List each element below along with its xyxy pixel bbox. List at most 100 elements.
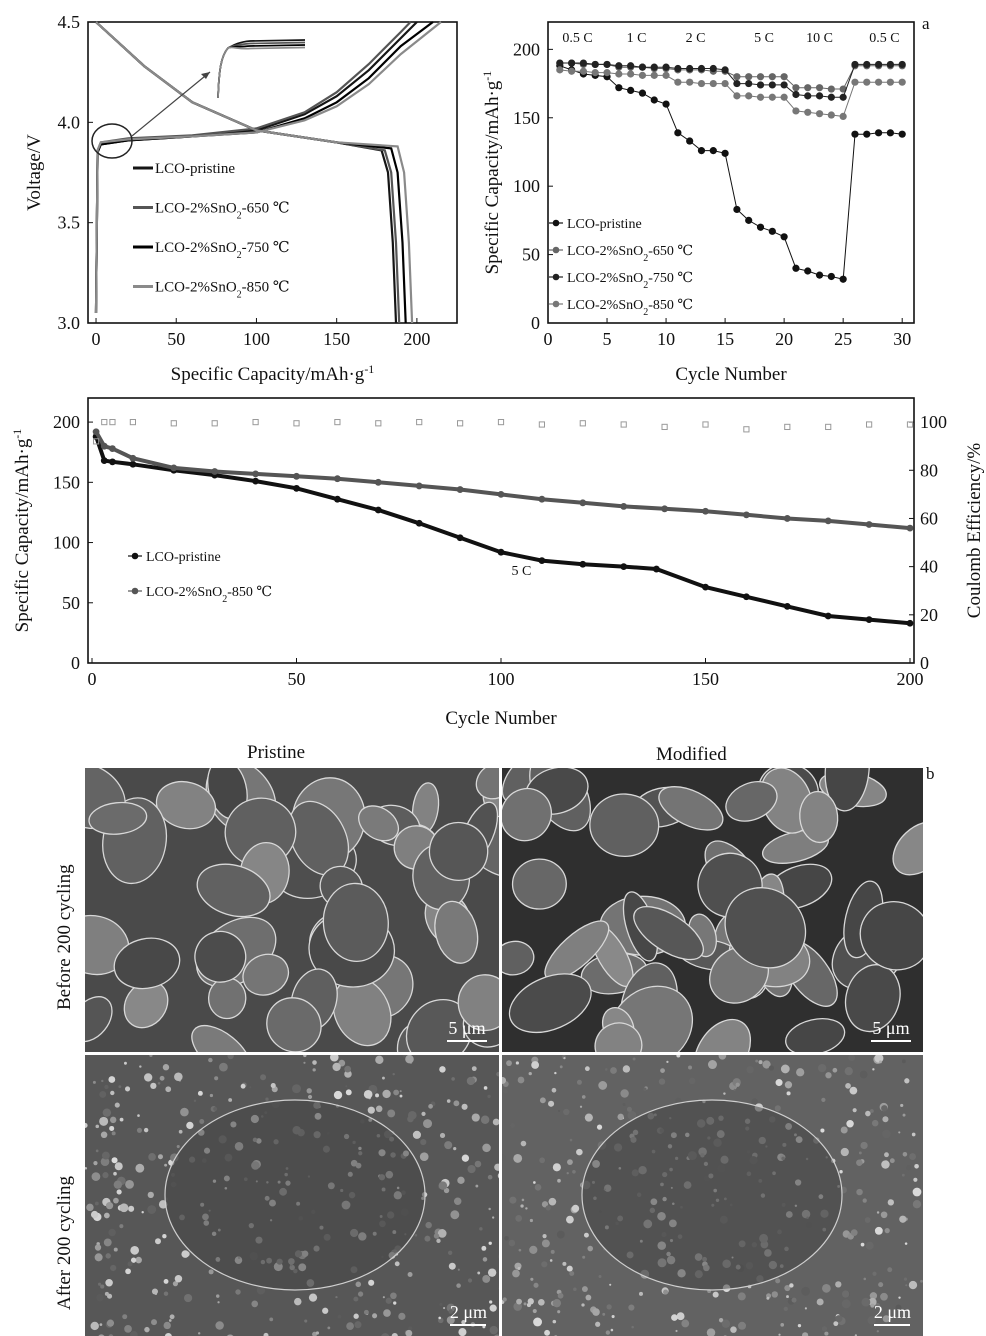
sem-speck [887,1317,892,1321]
sem-speck [433,1233,440,1239]
data-point [743,511,750,519]
sem-speck [566,1215,574,1224]
sem-speck [482,1143,491,1153]
data-point [579,59,588,67]
sem-speck [425,1221,432,1229]
sem-speck [292,1084,301,1094]
rate-label: 2 C [686,31,706,46]
sem-speck [474,1160,482,1168]
sem-speck [801,1286,810,1296]
legend: LCO-pristine LCO-2%SnO2-650 ℃ LCO-2%SnO2-7… [133,161,290,300]
sem-speck [471,1066,477,1072]
series-1 [92,428,914,532]
data-point [780,93,788,101]
sem-speck [825,1072,832,1079]
sem-speck [480,1115,490,1125]
sem-speck [874,1302,880,1309]
sem-speck [135,1256,142,1264]
legend-label: LCO-pristine [155,161,235,177]
sem-speck [147,1205,157,1214]
sem-speck [539,1097,546,1104]
sem-speck [562,1261,567,1266]
data-point [709,79,717,88]
sem-speck [833,1321,839,1327]
data-point [804,267,812,275]
sem-speck [876,1330,879,1333]
sem-speck [184,1293,193,1303]
sem-speck [114,1102,120,1108]
sem-speck [841,1290,850,1298]
data-point [653,565,660,573]
sem-speck [533,1282,539,1288]
data-point [650,96,658,104]
sem-particle [457,974,499,1032]
sem-speck [387,1109,396,1118]
scale-bar: 5 μm [447,1018,487,1042]
sem-speck [882,1129,891,1139]
data-point [906,421,914,428]
sem-speck [163,1279,169,1284]
y-tick-label: 50 [522,245,540,265]
sem-speck [488,1241,492,1245]
sem-speck [214,1076,219,1081]
sem-speck [144,1073,153,1082]
sem-speck [453,1100,460,1107]
data-point [638,63,647,71]
sem-speck [532,1308,537,1314]
sem-speck [783,1306,788,1312]
sem-speck [448,1262,456,1270]
data-point [591,60,599,69]
x-tick-label: 20 [775,329,793,349]
data-point [839,112,847,121]
sem-speck [537,1298,545,1306]
sem-speck [487,1094,491,1099]
sem-speck [447,1250,453,1255]
y-tick-label: 150 [53,472,80,492]
sem-speck [100,1157,110,1166]
sem-speck [849,1086,858,1095]
y-tick-label: 100 [513,176,540,196]
sem-speck [101,1151,110,1160]
sem-speck [521,1198,525,1202]
data-point [109,418,116,426]
sem-speck [124,1086,131,1092]
data-point [129,454,137,462]
sem-speck [407,1111,417,1120]
data-point [374,506,382,514]
sem-particle [859,901,923,971]
sem-speck [260,1074,267,1081]
sem-speck [461,1103,468,1110]
sem-speck [100,1284,105,1289]
sem-speck [529,1245,538,1254]
sem-speck [367,1106,375,1114]
sem-speck [914,1163,919,1169]
sem-speck [95,1124,100,1129]
sem-speck [458,1328,467,1336]
data-point [170,464,178,472]
sem-speck [130,1245,140,1255]
sem-column-title-pristine: Pristine [247,742,306,763]
data-point [497,548,505,556]
chart-long-cycling: 0 50 100 150 200050100150200020406080100Cycl… [53,397,985,729]
sem-speck [802,1332,809,1336]
legend-marker [552,246,560,254]
sem-speck [606,1304,612,1310]
sem-speck [903,1277,908,1281]
sem-speck [108,1076,116,1083]
sem-speck [869,1292,878,1300]
sem-speck [164,1163,168,1167]
inset-curve [217,41,306,99]
sem-speck [116,1189,122,1195]
sem-speck [269,1317,274,1322]
sem-column-title-modified: Modified [656,744,727,765]
data-point [620,563,628,571]
sem-speck [151,1319,157,1326]
sem-speck [353,1296,359,1302]
sem-speck [139,1065,142,1068]
sem-speck [899,1215,907,1223]
sem-speck [375,1093,380,1098]
sem-speck [581,1303,585,1307]
sem-speck [660,1068,665,1073]
sem-speck [94,1244,102,1251]
data-point [733,73,741,81]
